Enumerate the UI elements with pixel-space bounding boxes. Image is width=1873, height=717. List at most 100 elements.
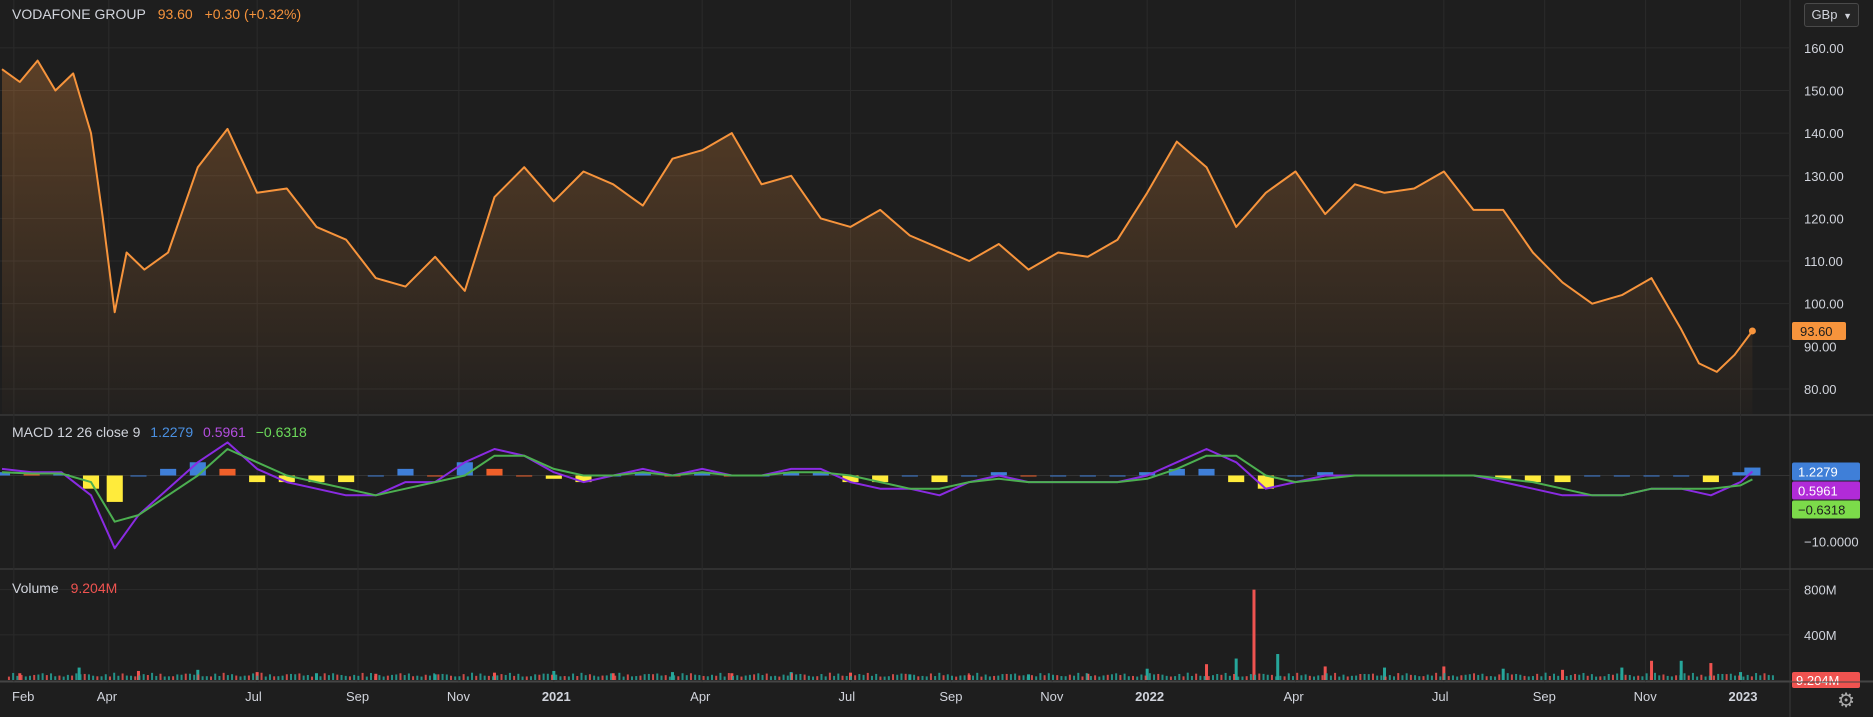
volume-bar-minor <box>1717 673 1720 680</box>
macd-histogram-bar <box>367 475 384 477</box>
volume-bar-minor <box>778 676 781 680</box>
last-price-badge-label: 93.60 <box>1800 324 1833 339</box>
volume-bar-minor <box>1228 675 1231 680</box>
volume-bar-minor <box>290 673 293 680</box>
volume-bar-minor <box>1700 674 1703 680</box>
volume-bar <box>1323 666 1327 680</box>
volume-bar-minor <box>1279 675 1282 680</box>
macd-histogram-bar <box>308 475 325 483</box>
volume-bar-minor <box>163 676 166 680</box>
volume-bar-minor <box>71 675 74 680</box>
volume-bar-minor <box>386 675 389 680</box>
volume-bar-minor <box>298 673 301 680</box>
volume-bar-minor <box>790 673 793 680</box>
volume-bar-minor <box>1506 673 1509 680</box>
volume-bar-minor <box>239 676 242 680</box>
volume-bar-minor <box>466 676 469 680</box>
volume-bar-minor <box>1750 676 1753 680</box>
macd-histogram-bar <box>1050 475 1067 477</box>
volume-bar <box>1383 667 1387 680</box>
volume-bar-minor <box>618 672 621 680</box>
volume-bar-minor <box>580 672 583 680</box>
volume-bar-minor <box>1696 676 1699 680</box>
price-tick-label: 90.00 <box>1804 339 1837 354</box>
volume-label: Volume <box>12 580 59 596</box>
volume-bar-minor <box>635 676 638 680</box>
volume-bar-minor <box>1738 675 1741 680</box>
volume-bar-minor <box>1043 675 1046 680</box>
volume-bar-minor <box>748 674 751 680</box>
volume-bar-minor <box>218 675 221 680</box>
volume-bar-minor <box>428 675 431 680</box>
volume-bar-minor <box>795 674 798 680</box>
volume-bar-minor <box>976 672 979 680</box>
volume-bar-minor <box>332 673 335 680</box>
x-tick-label: Feb <box>12 689 34 704</box>
volume-bar-minor <box>1658 675 1661 680</box>
volume-bar-minor <box>462 674 465 680</box>
volume-bar-minor <box>226 675 229 680</box>
volume-bar-minor <box>151 672 154 680</box>
macd-histogram-bar <box>1109 475 1126 477</box>
price-tick-label: 100.00 <box>1804 297 1844 312</box>
volume-bar-minor <box>938 672 941 680</box>
volume-bar-minor <box>424 674 427 680</box>
macd-histogram-bar <box>249 475 266 483</box>
volume-bar-minor <box>412 676 415 680</box>
volume-bar-minor <box>1039 673 1042 680</box>
volume-bar-minor <box>1190 675 1193 680</box>
price-tick-label: 130.00 <box>1804 169 1844 184</box>
volume-bar-minor <box>1241 676 1244 680</box>
volume-bar-minor <box>399 673 402 680</box>
volume-bar-minor <box>500 674 503 680</box>
chevron-down-icon: ▼ <box>1843 11 1852 21</box>
volume-bar-minor <box>1355 675 1358 680</box>
volume-bar-minor <box>130 675 133 680</box>
volume-bar-minor <box>1687 675 1690 680</box>
volume-bar-minor <box>980 676 983 680</box>
macd-histogram-bar <box>545 475 562 479</box>
macd-value-badge-label-0: 1.2279 <box>1798 465 1838 480</box>
macd-histogram-bar <box>1228 475 1245 483</box>
volume-bar-minor <box>210 676 213 680</box>
volume-bar-minor <box>588 674 591 680</box>
volume-tick-label: 800M <box>1804 583 1837 598</box>
volume-bar-minor <box>1624 674 1627 680</box>
volume-bar-minor <box>1266 674 1269 680</box>
volume-bar-minor <box>294 674 297 680</box>
volume-bar-minor <box>260 672 263 680</box>
volume-bar-minor <box>1186 672 1189 680</box>
gear-icon[interactable]: ⚙ <box>1837 690 1855 712</box>
volume-bar-minor <box>1110 674 1113 680</box>
volume-bar-minor <box>828 672 831 680</box>
x-tick-label: Sep <box>1533 689 1556 704</box>
volume-bar-minor <box>1721 673 1724 680</box>
volume-bar-minor <box>1662 674 1665 680</box>
volume-bar-minor <box>487 675 490 680</box>
volume-bar-minor <box>887 676 890 680</box>
volume-bar-minor <box>483 675 486 680</box>
currency-button[interactable]: GBp ▼ <box>1804 3 1859 27</box>
volume-bar-minor <box>7 676 10 680</box>
volume-bar-minor <box>576 675 579 680</box>
volume-bar-minor <box>542 673 545 680</box>
macd-histogram-bar <box>634 472 651 476</box>
volume-bar-minor <box>883 676 886 680</box>
macd-series-line-1 <box>1 448 1753 523</box>
volume-bar-minor <box>16 675 19 680</box>
volume-bar-minor <box>1350 675 1353 680</box>
volume-bar-minor <box>845 675 848 680</box>
volume-bar-minor <box>100 676 103 680</box>
volume-bar <box>433 674 437 680</box>
volume-bar-minor <box>96 676 99 680</box>
volume-bar-minor <box>1195 673 1198 680</box>
volume-bar-minor <box>1153 674 1156 680</box>
volume-bar-minor <box>761 675 764 680</box>
volume-bar-minor <box>1367 674 1370 680</box>
price-tick-label: 120.00 <box>1804 211 1844 226</box>
volume-bar-minor <box>214 673 217 680</box>
volume-bar-minor <box>1523 675 1526 680</box>
volume-bar-minor <box>1127 676 1130 680</box>
volume-bar-minor <box>1527 676 1530 680</box>
volume-bar-minor <box>917 676 920 680</box>
